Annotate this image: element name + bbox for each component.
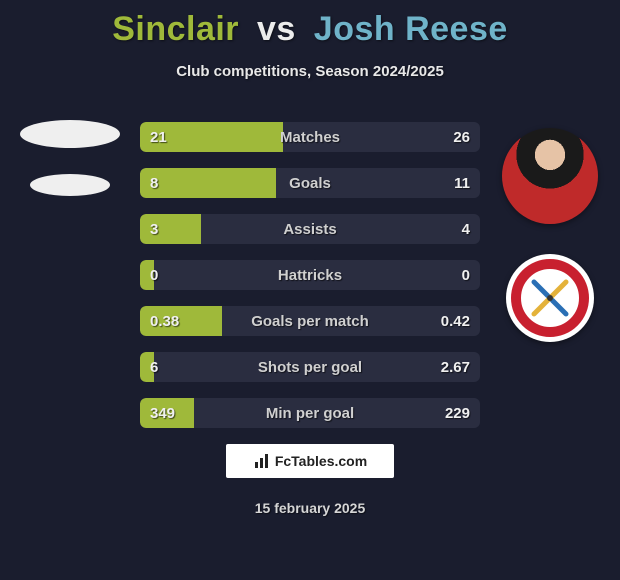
stat-value-player2: 4 xyxy=(462,214,470,244)
stat-value-player2: 11 xyxy=(454,168,470,198)
stat-value-player2: 26 xyxy=(453,122,470,152)
player1-avatar-placeholder xyxy=(20,120,120,148)
branding-chart-icon xyxy=(253,452,271,470)
stat-row: 8Goals11 xyxy=(140,168,480,198)
player2-photo xyxy=(502,128,598,224)
stat-row: 0Hattricks0 xyxy=(140,260,480,290)
branding-text: FcTables.com xyxy=(275,453,367,469)
stat-row: 0.38Goals per match0.42 xyxy=(140,306,480,336)
stat-row: 349Min per goal229 xyxy=(140,398,480,428)
stat-label: Goals xyxy=(140,168,480,198)
stat-label: Hattricks xyxy=(140,260,480,290)
stats-rows: 21Matches268Goals113Assists40Hattricks00… xyxy=(140,122,480,444)
stat-row: 6Shots per goal2.67 xyxy=(140,352,480,382)
stat-label: Goals per match xyxy=(140,306,480,336)
stat-label: Matches xyxy=(140,122,480,152)
title-player1: Sinclair xyxy=(112,10,239,48)
stat-label: Min per goal xyxy=(140,398,480,428)
stat-row: 21Matches26 xyxy=(140,122,480,152)
stat-value-player2: 0 xyxy=(462,260,470,290)
title-player2: Josh Reese xyxy=(314,10,508,48)
stat-label: Assists xyxy=(140,214,480,244)
stat-label: Shots per goal xyxy=(140,352,480,382)
stat-row: 3Assists4 xyxy=(140,214,480,244)
player2-club-badge xyxy=(506,254,594,342)
club-crossed-swords-icon xyxy=(528,276,572,320)
snapshot-date: 15 february 2025 xyxy=(0,500,620,516)
stat-value-player2: 2.67 xyxy=(441,352,470,382)
stat-value-player2: 0.42 xyxy=(441,306,470,336)
title-vs: vs xyxy=(257,10,296,48)
comparison-title: Sinclair vs Josh Reese xyxy=(0,0,620,49)
branding-badge: FcTables.com xyxy=(226,444,394,478)
subtitle: Club competitions, Season 2024/2025 xyxy=(0,63,620,80)
player1-club-placeholder xyxy=(30,174,110,196)
player2-avatar-column xyxy=(490,128,610,342)
player1-avatar-column xyxy=(10,120,130,222)
stat-value-player2: 229 xyxy=(445,398,470,428)
